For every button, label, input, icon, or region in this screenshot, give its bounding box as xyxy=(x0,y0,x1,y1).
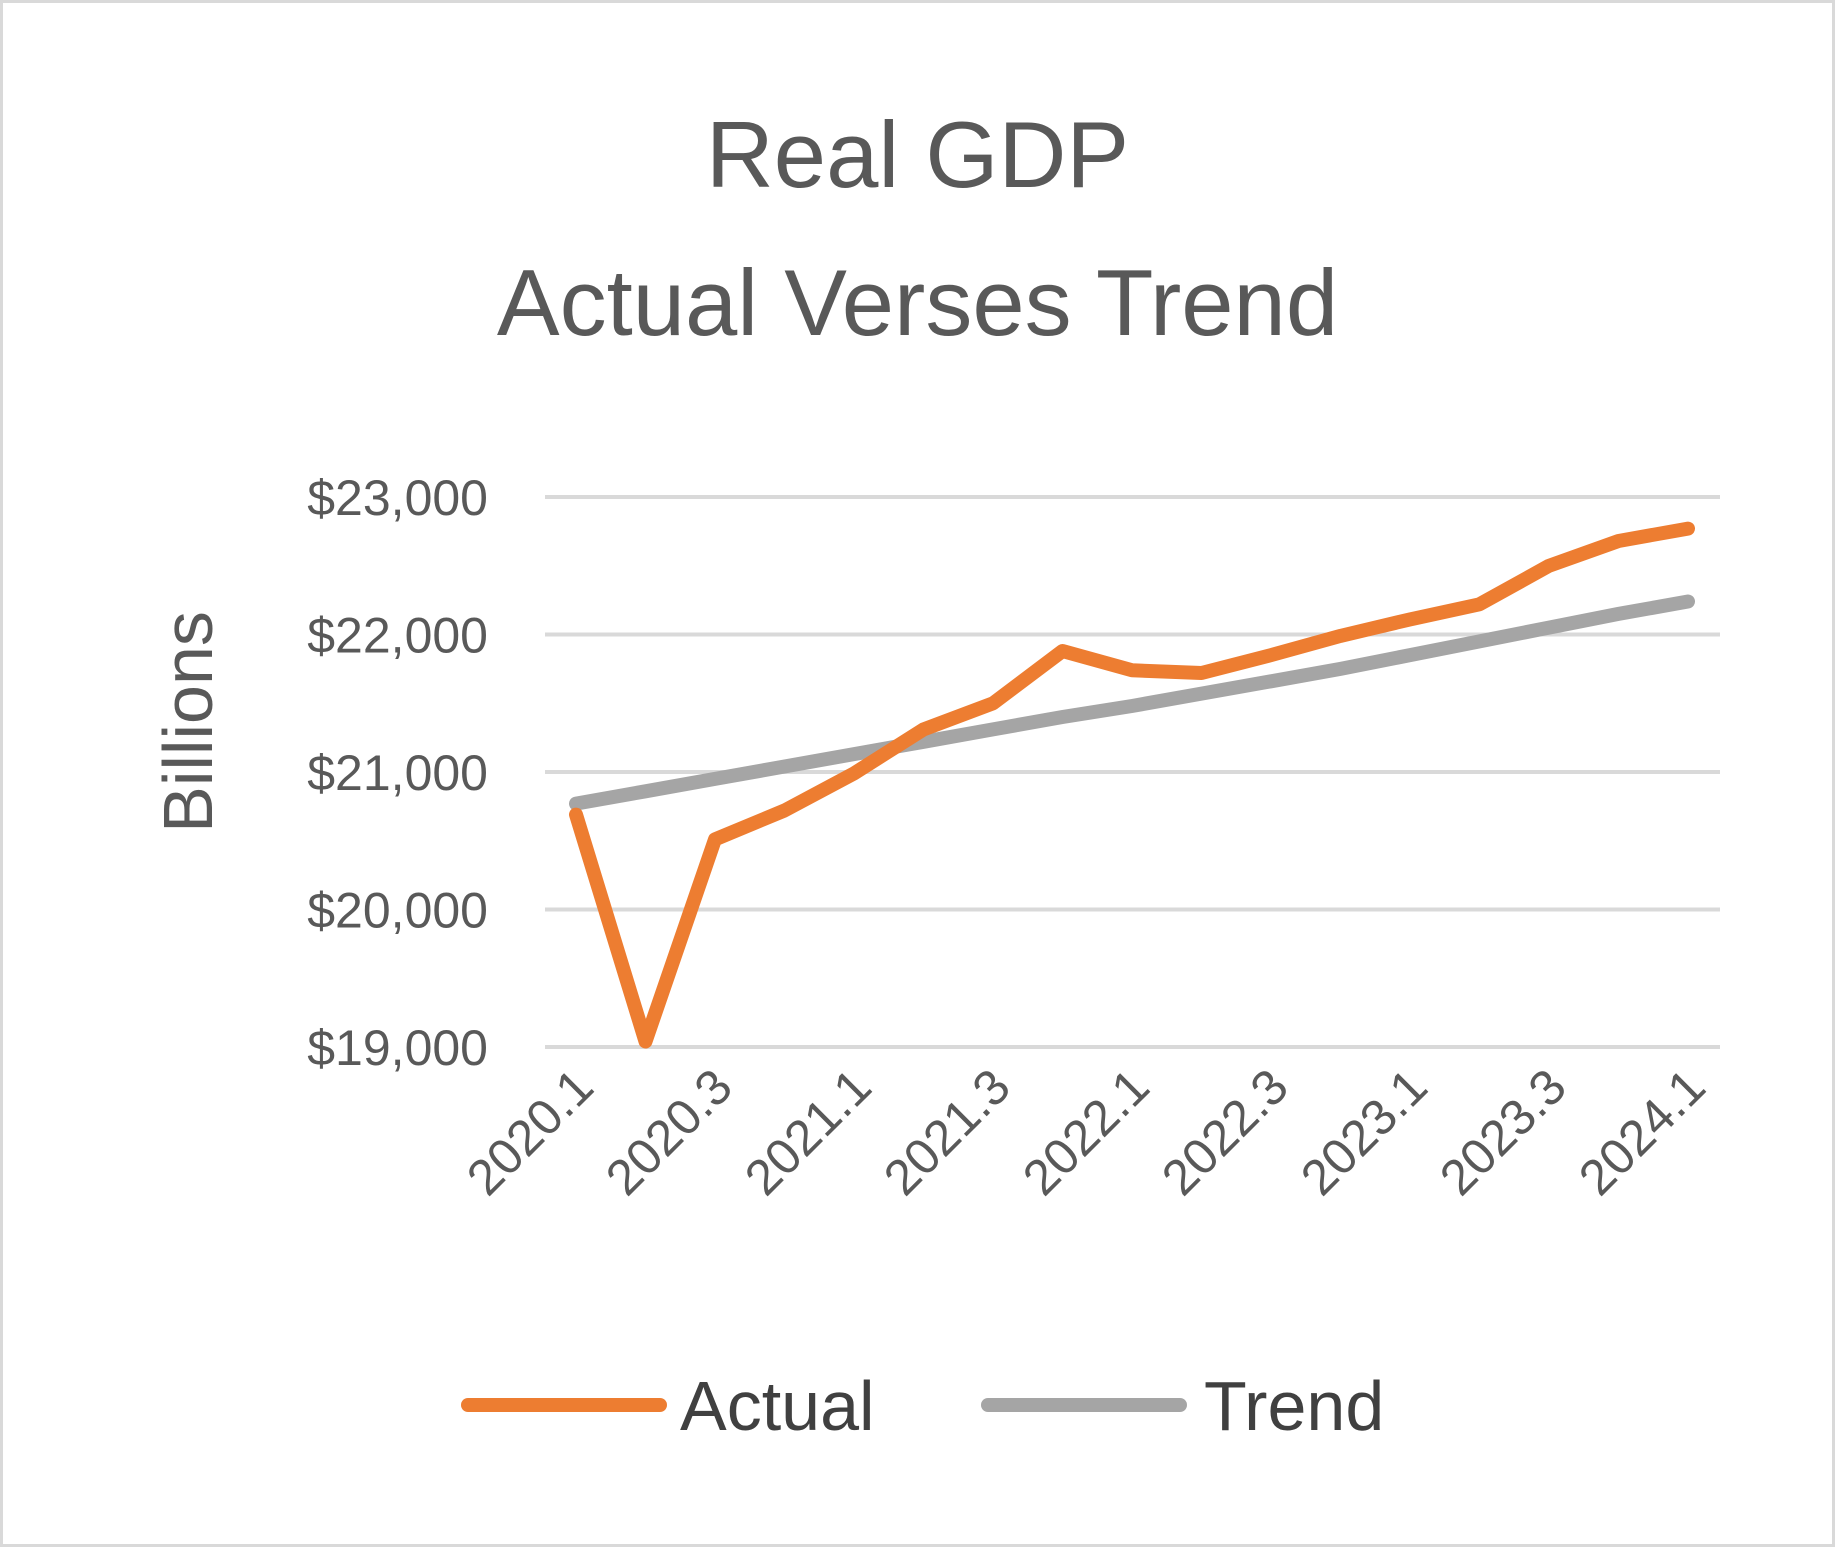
x-tick-label: 2023.3 xyxy=(1429,1058,1577,1206)
series-line-actual xyxy=(569,521,1695,1049)
x-tick-label: 2020.3 xyxy=(595,1058,743,1206)
x-tick-label: 2023.1 xyxy=(1290,1058,1438,1206)
y-tick-label: $21,000 xyxy=(307,745,488,801)
legend: Actual Trend xyxy=(461,1367,1384,1445)
x-tick-label: 2021.3 xyxy=(873,1058,1021,1206)
x-tick-label: 2024.1 xyxy=(1568,1058,1716,1206)
x-tick-label: 2022.3 xyxy=(1151,1058,1299,1206)
y-tick-label: $20,000 xyxy=(307,883,488,939)
series-lines xyxy=(569,521,1695,1049)
y-tick-label: $23,000 xyxy=(307,470,488,526)
y-axis-ticks: $19,000 $20,000 $21,000 $22,000 $23,000 xyxy=(307,470,488,1076)
y-tick-label: $19,000 xyxy=(307,1020,488,1076)
y-tick-label: $22,000 xyxy=(307,608,488,664)
legend-label-actual: Actual xyxy=(680,1367,875,1445)
x-tick-label: 2020.1 xyxy=(456,1058,604,1206)
x-axis-ticks: 2020.12020.32021.12021.32022.12022.32023… xyxy=(456,1058,1716,1206)
x-tick-label: 2022.1 xyxy=(1012,1058,1160,1206)
y-axis-label: Billions xyxy=(149,611,227,833)
series-line-trend xyxy=(569,594,1695,811)
chart-title: Real GDP xyxy=(705,102,1130,207)
legend-label-trend: Trend xyxy=(1204,1367,1384,1445)
chart-subtitle: Actual Verses Trend xyxy=(496,250,1339,355)
x-tick-label: 2021.1 xyxy=(734,1058,882,1206)
